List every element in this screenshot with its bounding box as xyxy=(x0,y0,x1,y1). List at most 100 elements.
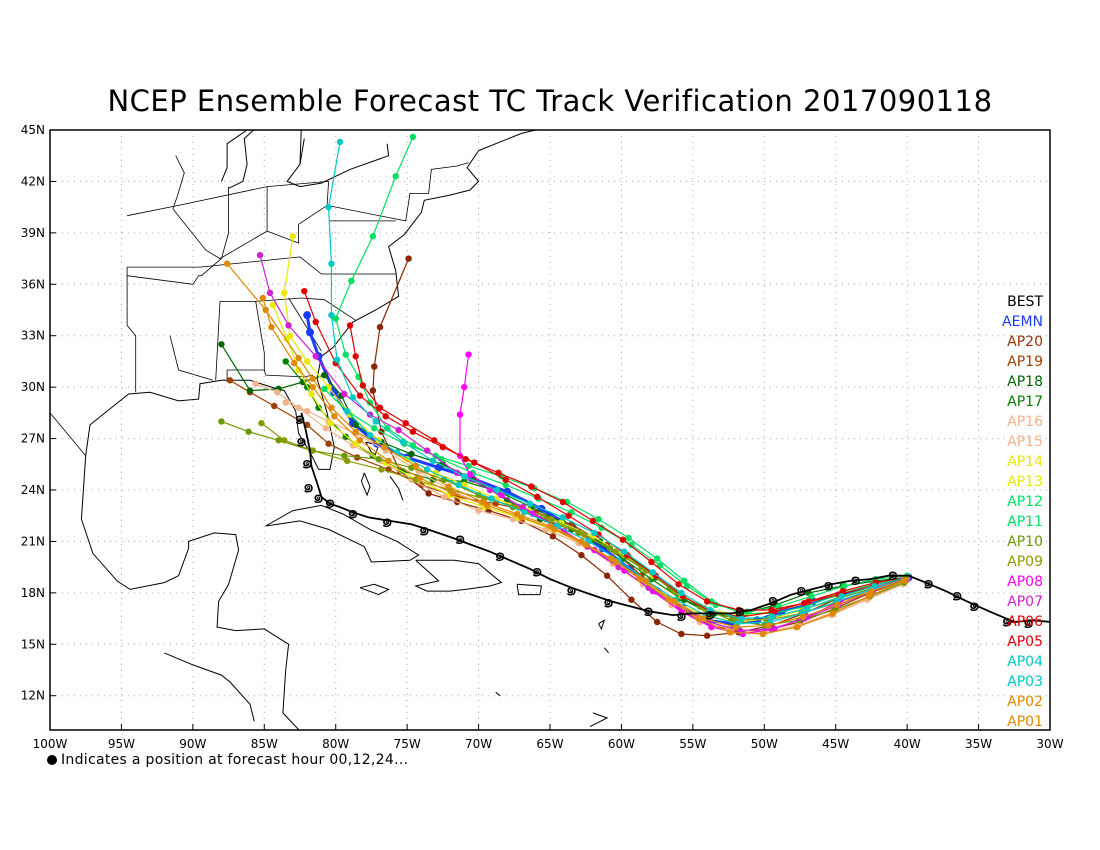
y-tick-label: 42N xyxy=(21,174,45,188)
track-point xyxy=(701,615,708,622)
track-point xyxy=(309,383,317,391)
hurricane-symbol-icon: ๑ xyxy=(565,578,577,600)
hurricane-symbol-icon: ๑ xyxy=(531,560,543,582)
track-point xyxy=(282,399,289,406)
track-ap11 xyxy=(321,385,909,617)
coastline-segment xyxy=(228,130,255,189)
x-tick-label: 30W xyxy=(1036,737,1063,751)
track-point xyxy=(303,358,311,365)
track-point xyxy=(383,425,391,432)
legend-item-ap18: AP18 xyxy=(1007,374,1043,390)
coastlines xyxy=(50,130,609,730)
hurricane-symbol-icon: ๑ xyxy=(823,573,835,595)
track-line-ap15 xyxy=(255,383,904,633)
legend-item-ap07: AP07 xyxy=(1007,594,1043,610)
track-point xyxy=(509,515,517,523)
coastline-segment xyxy=(286,130,390,188)
coastline-segment xyxy=(359,583,390,596)
y-tick-label: 45N xyxy=(21,123,45,137)
track-point xyxy=(425,490,432,497)
track-point xyxy=(325,440,332,447)
track-point xyxy=(681,577,688,585)
state-border-segment xyxy=(126,267,137,393)
footnote: Indicates a position at forecast hour 00… xyxy=(47,752,408,768)
track-point xyxy=(312,318,319,326)
legend-item-ap20: AP20 xyxy=(1007,334,1043,350)
y-tick-label: 27N xyxy=(21,432,45,446)
track-point xyxy=(382,413,389,420)
x-tick-label: 75W xyxy=(394,737,421,751)
coastline-segment xyxy=(478,130,536,152)
track-point xyxy=(653,618,661,626)
track-point xyxy=(841,582,848,590)
legend-item-aemn: AEMN xyxy=(1002,314,1043,330)
track-point xyxy=(303,311,312,320)
x-tick-label: 45W xyxy=(822,737,849,751)
state-border-segment xyxy=(221,186,230,259)
track-point xyxy=(378,466,385,473)
track-point xyxy=(256,251,264,259)
state-border-segment xyxy=(266,181,329,244)
track-point xyxy=(309,447,317,454)
hurricane-symbol-icon: ๑ xyxy=(295,429,307,451)
track-point xyxy=(483,502,491,509)
hurricane-symbol-icon: ๑ xyxy=(767,589,779,611)
x-tick-label: 65W xyxy=(536,737,563,751)
track-point xyxy=(376,404,384,411)
y-tick-label: 18N xyxy=(21,586,45,600)
legend-item-ap08: AP08 xyxy=(1007,574,1043,590)
track-point xyxy=(475,507,482,514)
track-point xyxy=(518,514,525,521)
x-tick-label: 35W xyxy=(965,737,992,751)
track-point xyxy=(416,474,424,482)
legend-item-ap13: AP13 xyxy=(1007,474,1043,490)
track-point xyxy=(271,402,278,410)
track-point xyxy=(581,531,588,538)
track-point xyxy=(348,277,355,285)
track-point xyxy=(619,536,627,543)
legend-item-ap12: AP12 xyxy=(1007,494,1043,510)
track-point xyxy=(359,382,367,389)
track-point xyxy=(533,493,541,501)
track-point xyxy=(366,431,374,439)
hurricane-symbol-icon: ๑ xyxy=(923,572,935,594)
track-point xyxy=(495,469,502,477)
track-point xyxy=(526,500,534,507)
track-point xyxy=(266,289,274,297)
track-ap04 xyxy=(325,138,911,622)
track-point xyxy=(226,377,234,384)
track-point xyxy=(455,481,462,489)
legend: BEST AEMN AP20 AP19 AP18 AP17 AP16 AP15 AP14 AP13… xyxy=(1002,294,1043,730)
hurricane-symbol-icon: ๑ xyxy=(603,590,615,612)
track-point xyxy=(352,428,359,435)
track-point xyxy=(726,629,734,636)
track-line-ap01 xyxy=(262,297,906,628)
track-point xyxy=(603,572,611,579)
page-title: NCEP Ensemble Forecast TC Track Verifica… xyxy=(107,84,993,118)
hurricane-symbol-icon: ๑ xyxy=(850,568,862,590)
track-line-ap11 xyxy=(323,388,906,615)
track-point xyxy=(412,462,419,470)
track-point xyxy=(336,138,344,146)
coastline-segment xyxy=(516,583,542,596)
track-point xyxy=(441,493,448,501)
track-point xyxy=(528,483,535,490)
track-point xyxy=(223,260,231,267)
track-point xyxy=(268,323,275,331)
track-point xyxy=(295,354,302,362)
track-point xyxy=(636,575,644,583)
track-point xyxy=(493,486,501,494)
hurricane-symbol-icon: ๑ xyxy=(381,510,393,532)
track-point xyxy=(732,623,739,631)
track-point xyxy=(445,483,452,490)
track-point xyxy=(486,486,494,494)
track-point xyxy=(649,569,657,576)
track-point xyxy=(301,287,308,295)
track-point xyxy=(349,394,357,401)
legend-item-ap15: AP15 xyxy=(1007,434,1043,450)
track-point xyxy=(551,526,558,533)
x-tick-label: 85W xyxy=(251,737,278,751)
track-ap17 xyxy=(282,358,909,622)
